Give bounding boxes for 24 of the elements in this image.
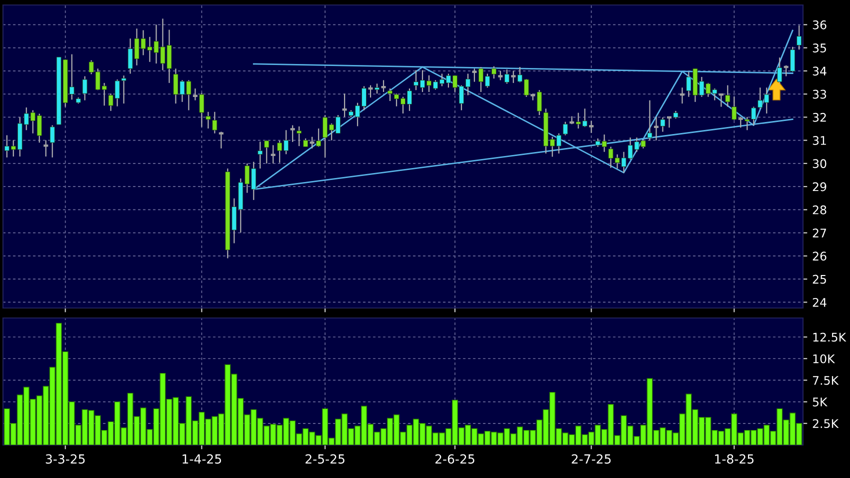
y-tick-label: 2.5K	[812, 419, 839, 428]
y-tick-label: 35	[812, 44, 826, 52]
y-tick-label: 29	[812, 182, 826, 192]
y-tick-label: 10K	[813, 354, 836, 364]
y-tick-label: 12.5K	[813, 332, 846, 342]
y-tick-label: 32	[812, 112, 826, 122]
x-tick-label: 2-6-25	[435, 454, 474, 464]
y-tick-label: 33	[812, 90, 826, 99]
x-tick-label: 2-7-25	[572, 454, 611, 464]
y-tick-label: 28	[812, 205, 826, 214]
x-tick-label: 1-8-25	[715, 454, 754, 464]
x-tick-label: 3-3-25	[46, 454, 85, 464]
y-tick-label: 26	[812, 252, 826, 261]
y-tick-label: 34	[812, 66, 826, 76]
y-tick-label: 25	[812, 274, 826, 284]
y-tick-label: 36	[812, 20, 826, 30]
y-tick-label: 30	[812, 159, 826, 168]
y-tick-label: 31	[812, 136, 826, 145]
x-tick-label: 1-4-25	[182, 454, 222, 464]
y-tick-label: 27	[812, 228, 826, 238]
x-tick-label: 2-5-25	[306, 454, 344, 464]
y-tick-label: 5K	[812, 398, 828, 406]
y-tick-label: 7.5K	[812, 376, 839, 385]
y-tick-label: 24	[812, 298, 826, 307]
